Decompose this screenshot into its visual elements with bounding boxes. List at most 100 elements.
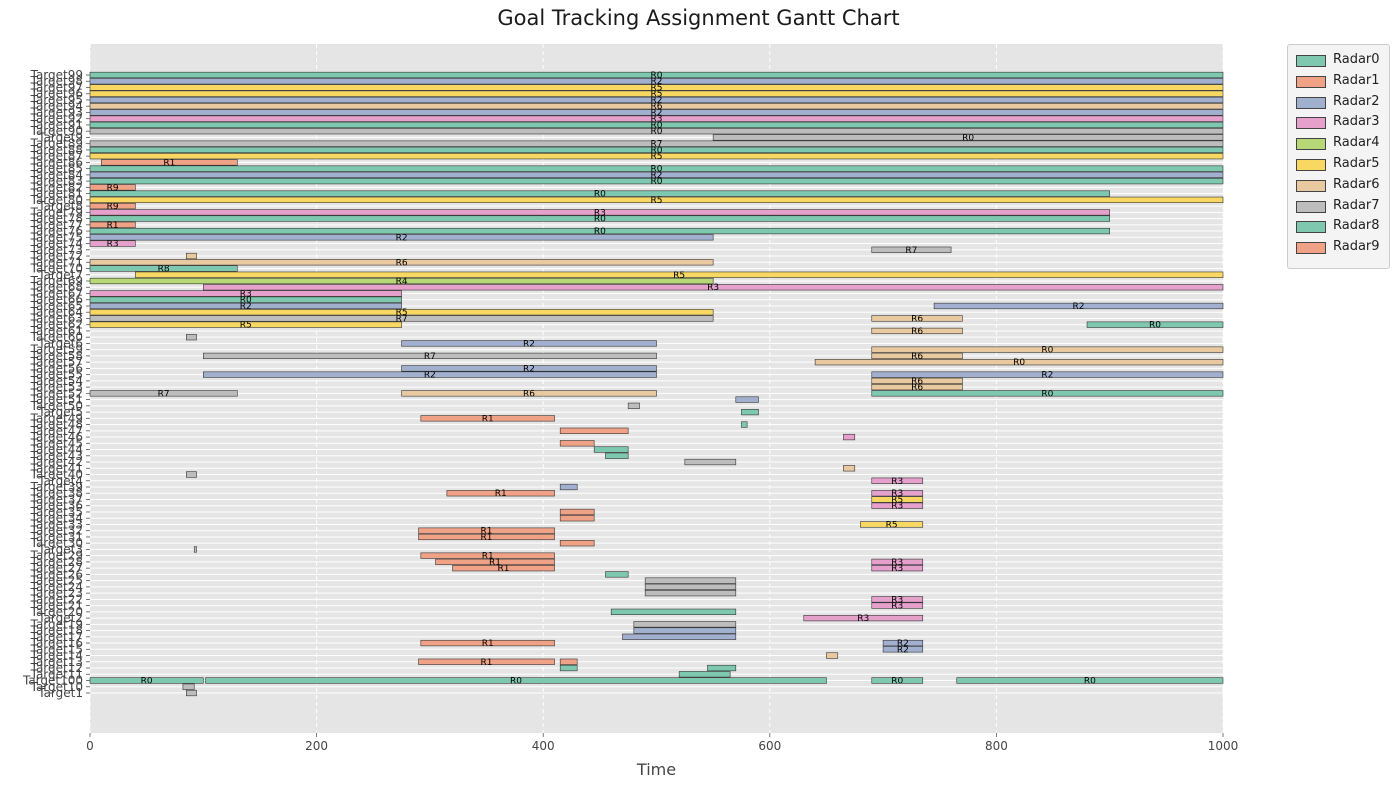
y-tick-label: Target26 bbox=[30, 567, 83, 581]
task-bar bbox=[871, 390, 1224, 397]
task-label: R0 bbox=[651, 127, 663, 137]
task-label: R1 bbox=[489, 558, 501, 568]
task-label: R5 bbox=[886, 520, 898, 530]
legend-label: Radar1 bbox=[1333, 72, 1380, 88]
y-tick-label: Target96 bbox=[30, 87, 83, 101]
task-bar bbox=[871, 346, 1224, 353]
y-tick-label: Target49 bbox=[30, 411, 83, 425]
y-tick-label: Target79 bbox=[30, 205, 83, 219]
y-tick-label: Target55 bbox=[30, 368, 83, 382]
y-tick-label: Target31 bbox=[30, 530, 83, 544]
y-tick-label: Target94 bbox=[30, 99, 83, 113]
y-tick-label: Target16 bbox=[30, 636, 83, 650]
y-tick-label: Target52 bbox=[30, 386, 83, 400]
task-bar bbox=[559, 540, 595, 547]
task-bar bbox=[193, 546, 197, 553]
task-label: R2 bbox=[240, 302, 252, 312]
y-tick-label: Target88 bbox=[30, 143, 83, 157]
y-tick-label: Target78 bbox=[30, 212, 83, 226]
y-tick-label: Target89 bbox=[30, 137, 83, 151]
task-label: R1 bbox=[482, 552, 494, 562]
y-tick-label: Target85 bbox=[30, 162, 83, 176]
task-bar bbox=[559, 664, 578, 672]
y-tick-label: Target50 bbox=[30, 399, 83, 413]
task-bar bbox=[186, 334, 197, 341]
task-label: R0 bbox=[510, 677, 522, 687]
task-bar bbox=[871, 371, 1224, 378]
y-tick-label: Target53 bbox=[30, 380, 83, 394]
task-bar bbox=[956, 677, 1224, 684]
y-tick-label: Target14 bbox=[30, 649, 83, 663]
task-label: R2 bbox=[651, 77, 663, 87]
task-bar bbox=[678, 671, 731, 678]
task-bar bbox=[101, 159, 238, 166]
y-tick-label: Target2 bbox=[37, 611, 83, 625]
task-label: R2 bbox=[396, 233, 408, 243]
task-bar bbox=[871, 602, 924, 609]
task-label: R0 bbox=[1041, 389, 1053, 399]
task-bar bbox=[871, 490, 924, 497]
task-label: R0 bbox=[651, 121, 663, 131]
task-bar bbox=[452, 565, 555, 572]
task-bar bbox=[559, 515, 595, 522]
y-tick-label: Target75 bbox=[30, 230, 83, 244]
chart-title: Goal Tracking Assignment Gantt Chart bbox=[497, 6, 900, 30]
y-tick-label: Target87 bbox=[30, 149, 83, 163]
y-tick-label: Target37 bbox=[30, 492, 83, 506]
task-bar bbox=[871, 384, 963, 391]
x-tick-label: 0 bbox=[86, 739, 94, 753]
task-label: R6 bbox=[911, 352, 923, 362]
y-tick-label: Target91 bbox=[30, 118, 83, 132]
task-bar bbox=[871, 352, 963, 360]
task-label: R0 bbox=[141, 677, 153, 687]
task-bar bbox=[559, 658, 578, 665]
task-bar bbox=[882, 639, 924, 647]
y-tick-label: Target56 bbox=[30, 361, 83, 375]
y-tick-label: Target92 bbox=[30, 112, 83, 126]
task-label: R2 bbox=[424, 371, 436, 381]
y-tick-label: Target8 bbox=[37, 199, 83, 213]
task-label: R0 bbox=[651, 177, 663, 187]
y-tick-label: Target76 bbox=[30, 224, 83, 238]
legend-label: Radar3 bbox=[1333, 114, 1380, 130]
task-bar bbox=[871, 677, 924, 684]
legend-swatch bbox=[1296, 55, 1326, 67]
task-label: R4 bbox=[396, 277, 408, 287]
y-tick-label: Target12 bbox=[30, 661, 83, 675]
legend-swatch bbox=[1296, 159, 1326, 171]
y-tick-label: Target19 bbox=[30, 617, 83, 631]
task-label: R2 bbox=[1073, 302, 1085, 312]
y-tick-label: Target40 bbox=[30, 468, 83, 482]
task-label: R1 bbox=[481, 658, 493, 668]
task-bar bbox=[741, 408, 759, 416]
task-label: R2 bbox=[651, 171, 663, 181]
task-bar bbox=[593, 446, 629, 453]
y-tick-label: Target90 bbox=[30, 124, 83, 138]
task-label: R7 bbox=[905, 246, 917, 256]
task-label: R0 bbox=[240, 296, 252, 306]
task-bar bbox=[559, 427, 629, 434]
task-bar bbox=[707, 664, 737, 672]
y-tick-label: Target95 bbox=[30, 93, 83, 107]
task-label: R0 bbox=[962, 133, 974, 143]
y-tick-label: Target74 bbox=[30, 237, 83, 251]
task-bar bbox=[186, 689, 197, 697]
task-bar bbox=[559, 483, 578, 491]
task-bar bbox=[644, 590, 737, 597]
y-tick-label: Target1 bbox=[37, 686, 83, 700]
task-label: R5 bbox=[651, 196, 663, 206]
task-bar bbox=[401, 390, 657, 397]
task-bar bbox=[418, 658, 555, 665]
task-bar bbox=[735, 396, 759, 403]
chart-legend: Radar0 Radar1 Radar2 Radar3 Radar4 Radar5 Rada… bbox=[1287, 44, 1390, 269]
task-bar bbox=[559, 440, 595, 447]
task-bar bbox=[933, 302, 1224, 310]
y-tick-label: Target30 bbox=[30, 536, 83, 550]
task-bar bbox=[871, 496, 924, 503]
task-bar bbox=[622, 633, 737, 640]
task-bar bbox=[186, 471, 197, 478]
x-tick-label: 1000 bbox=[1208, 739, 1239, 753]
y-tick-label: Target29 bbox=[30, 549, 83, 563]
task-label: R3 bbox=[240, 289, 252, 299]
